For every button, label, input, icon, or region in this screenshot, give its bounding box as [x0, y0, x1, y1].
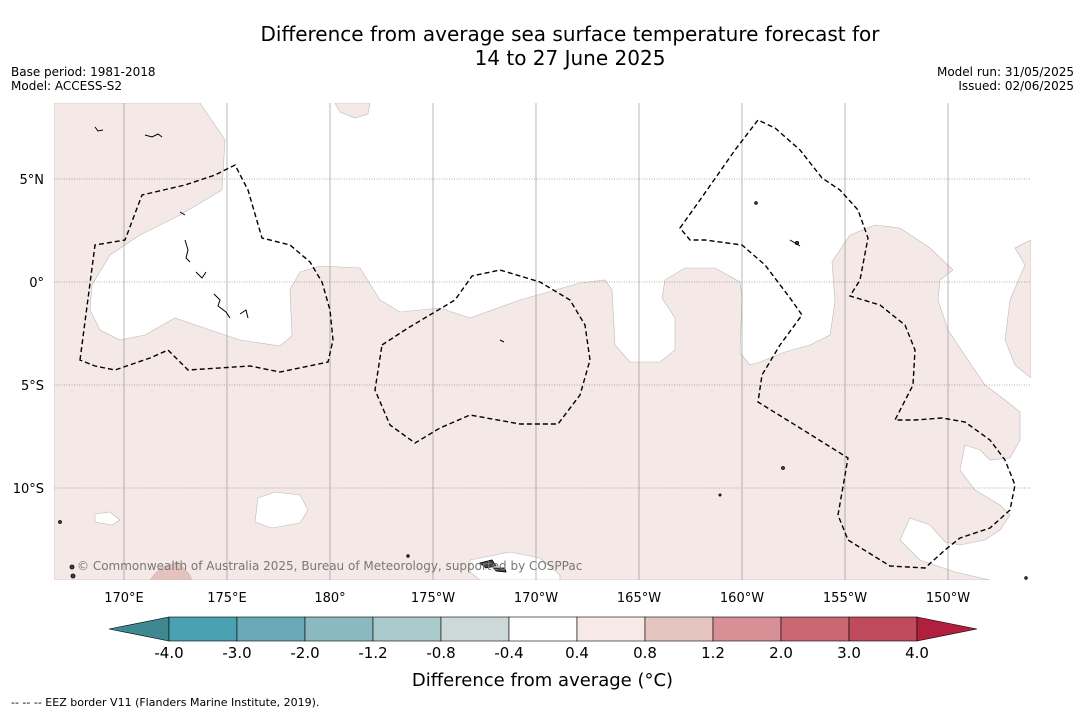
atoll-5	[213, 293, 231, 319]
colorbar-bin	[644, 616, 714, 642]
colorbar-bin	[168, 616, 238, 642]
island-5	[58, 520, 62, 524]
atoll-outlines	[94, 126, 801, 343]
colorbar-bin	[304, 616, 374, 642]
title-line-2: 14 to 27 June 2025	[474, 46, 666, 70]
anomaly-region-east	[1004, 239, 1031, 379]
colorbar-tick-label: 1.2	[701, 644, 725, 662]
atoll-6	[239, 309, 249, 319]
colorbar-title: Difference from average (°C)	[411, 670, 674, 691]
colorbar-tick-labels: -4.0 -3.0 -2.0 -1.2 -0.8 -0.4 0.4 0.8 1.2 2.0 3.0 4…	[154, 644, 929, 662]
gridlines	[54, 103, 1031, 580]
neutral-hole-2	[94, 511, 121, 526]
atoll-2	[94, 126, 104, 132]
model-run-text: Model run: 31/05/2025	[936, 65, 1074, 79]
colorbar-tick-label: -0.8	[426, 644, 455, 662]
colorbar-tick-label: -4.0	[154, 644, 183, 662]
longitude-label: 175°W	[411, 591, 455, 606]
latitude-label: 5°N	[20, 173, 45, 188]
neutral-hole-3	[469, 551, 561, 580]
latitude-label: 5°S	[21, 379, 44, 394]
island-3	[69, 564, 75, 570]
island-11	[1024, 576, 1028, 580]
colorbar-tick-label: -2.0	[290, 644, 319, 662]
base-period-text: Base period: 1981-2018	[11, 65, 156, 79]
longitude-label: 170°E	[104, 591, 144, 606]
island-1	[479, 559, 497, 569]
colorbar-bin	[712, 616, 782, 642]
colorbar-bin	[848, 616, 918, 642]
atoll-4	[195, 271, 207, 279]
eez-legend-note: -- -- -- EEZ border V11 (Flanders Marine…	[11, 696, 320, 709]
chart-title: Difference from average sea surface temp…	[0, 22, 1085, 70]
eez-border-central	[374, 269, 591, 444]
colorbar-tick-label: 4.0	[905, 644, 929, 662]
colorbar-tick-label: 0.8	[633, 644, 657, 662]
atoll-9	[179, 211, 186, 216]
longitude-label: 160°W	[720, 591, 764, 606]
colorbar-under-arrow	[108, 616, 170, 642]
island-6	[781, 466, 785, 470]
colorbar-tick-label: -0.4	[494, 644, 523, 662]
island-9	[718, 493, 722, 497]
island-4	[70, 573, 76, 579]
longitude-labels: 170°E 175°E 180° 175°W 170°W 165°W 160°W 155°W 1…	[104, 591, 970, 606]
eez-border-east	[679, 119, 1016, 569]
colorbar-bin	[236, 616, 306, 642]
island-7	[754, 201, 758, 205]
issued-text: Issued: 02/06/2025	[958, 79, 1074, 93]
colorbar-bin	[576, 616, 646, 642]
eez-borders	[79, 119, 1016, 569]
island-10	[406, 554, 410, 558]
colorbar-bin	[508, 616, 578, 642]
neutral-hole-1	[254, 491, 309, 529]
colorbar-over-arrow	[916, 616, 978, 642]
longitude-label: 155°W	[823, 591, 867, 606]
colorbar-bin	[372, 616, 442, 642]
longitude-label: 165°W	[617, 591, 661, 606]
warm-patch	[149, 561, 193, 580]
anomaly-region-main	[54, 103, 1021, 580]
atoll-3	[184, 239, 191, 263]
base-period-info: Base period: 1981-2018 Model: ACCESS-S2	[11, 65, 156, 93]
latitude-labels: 5°N 0° 5°S 10°S	[13, 173, 44, 497]
colorbar-bin	[780, 616, 850, 642]
colorbar	[108, 616, 978, 642]
colorbar-tick-label: -3.0	[222, 644, 251, 662]
copyright-notice: © Commonwealth of Australia 2025, Bureau…	[77, 559, 583, 573]
longitude-label: 150°W	[926, 591, 970, 606]
atoll-8	[499, 339, 505, 343]
model-run-info: Model run: 31/05/2025 Issued: 02/06/2025	[937, 65, 1074, 93]
longitude-label: 175°E	[207, 591, 247, 606]
colorbar-tick-label: 0.4	[565, 644, 589, 662]
colorbar-tick-label: 2.0	[769, 644, 793, 662]
anomaly-region-north-islet	[334, 103, 371, 119]
model-text: Model: ACCESS-S2	[11, 79, 123, 93]
islands	[58, 201, 1028, 580]
colorbar-tick-label: -1.2	[358, 644, 387, 662]
colorbar-bin	[440, 616, 510, 642]
atoll-7	[789, 239, 801, 247]
colorbar-tick-label: 3.0	[837, 644, 861, 662]
latitude-label: 0°	[29, 276, 44, 291]
map-area	[54, 103, 1031, 580]
eez-border-west	[79, 164, 334, 373]
title-line-1: Difference from average sea surface temp…	[260, 22, 880, 46]
longitude-label: 180°	[314, 591, 345, 606]
atoll-1	[144, 133, 163, 138]
island-2	[493, 567, 507, 573]
longitude-label: 170°W	[514, 591, 558, 606]
latitude-label: 10°S	[13, 482, 44, 497]
